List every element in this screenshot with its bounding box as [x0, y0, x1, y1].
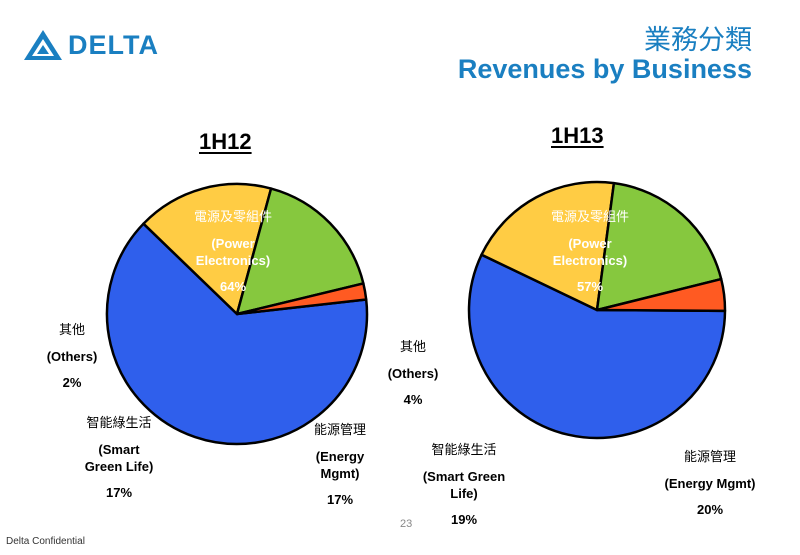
pie-chart-1h13 — [467, 180, 727, 440]
slice-label-pct: 4% — [403, 392, 423, 407]
slice-label-zh: 能源管理 — [683, 450, 736, 465]
chart-title-1h13: 1H13 — [551, 123, 604, 148]
slice-label-pct: 20% — [696, 502, 724, 517]
slice-others-1h12 — [235, 282, 368, 316]
slice-others-1h13 — [595, 277, 727, 313]
delta-logo: DELTA — [22, 28, 159, 62]
slice-label-en: Mgmt) — [320, 466, 360, 481]
slice-label-en: (Others) — [46, 349, 98, 364]
slice-label-green-1h12: 智能綠生活 (Smart Green Life) 17% — [64, 415, 174, 501]
slice-label-en: Life) — [450, 486, 478, 501]
slice-label-en: (Power — [568, 236, 612, 251]
slice-label-pct: 2% — [62, 375, 82, 390]
slice-label-zh: 電源及零組件 — [550, 210, 629, 225]
logo-text: DELTA — [68, 29, 159, 60]
slice-power-electronics-1h13 — [467, 253, 727, 440]
slice-label-zh: 電源及零組件 — [193, 210, 272, 225]
slice-label-zh: 智能綠生活 — [86, 416, 152, 431]
slice-label-en: (Energy — [315, 449, 365, 464]
pie-chart-1h12 — [105, 182, 369, 446]
slice-label-en: (Power — [211, 236, 255, 251]
slice-label-en: (Smart Green — [422, 469, 506, 484]
slice-label-zh: 能源管理 — [313, 423, 366, 438]
slice-smart-green-life-1h12 — [235, 187, 365, 316]
slice-label-pct: 64% — [219, 279, 247, 294]
slice-label-power-1h12: 電源及零組件 (Power Electronics) 64% — [168, 209, 298, 295]
slice-label-pct: 17% — [326, 492, 354, 507]
page-title-en: Revenues by Business — [457, 54, 752, 84]
slice-power-electronics-1h12 — [105, 222, 369, 446]
page-number: 23 — [400, 518, 413, 530]
slice-energy-mgmt-1h13 — [480, 180, 616, 312]
slice-label-en: (Others) — [387, 366, 439, 381]
slice-label-zh: 智能綠生活 — [431, 443, 497, 458]
slice-label-en: (Smart — [98, 442, 140, 457]
slice-smart-green-life-1h13 — [595, 181, 723, 312]
slice-label-zh: 其他 — [399, 340, 426, 355]
slice-label-power-1h13: 電源及零組件 (Power Electronics) 57% — [525, 209, 655, 295]
slice-label-pct: 17% — [105, 485, 133, 500]
slice-label-en: (Energy Mgmt) — [664, 476, 756, 491]
slice-label-en: Electronics) — [195, 253, 271, 268]
slice-label-energy-1h12: 能源管理 (Energy Mgmt) 17% — [295, 422, 385, 508]
confidential-footer: Delta Confidential — [6, 536, 85, 547]
delta-triangle-icon — [24, 30, 62, 60]
slice-label-pct: 57% — [576, 279, 604, 294]
slice-label-energy-1h13: 能源管理 (Energy Mgmt) 20% — [645, 449, 775, 518]
slice-label-pct: 19% — [450, 512, 478, 527]
slice-label-green-1h13: 智能綠生活 (Smart Green Life) 19% — [404, 442, 524, 528]
slice-label-others-1h13: 其他 (Others) 4% — [368, 339, 458, 408]
slice-label-en: Green Life) — [84, 459, 154, 474]
slice-energy-mgmt-1h12 — [142, 182, 273, 316]
slice-label-en: Electronics) — [552, 253, 628, 268]
chart-title-1h12: 1H12 — [199, 129, 252, 154]
slice-label-zh: 其他 — [58, 323, 85, 338]
slice-label-others-1h12: 其他 (Others) 2% — [27, 322, 117, 391]
page-title-zh: 業務分類 — [644, 25, 752, 56]
